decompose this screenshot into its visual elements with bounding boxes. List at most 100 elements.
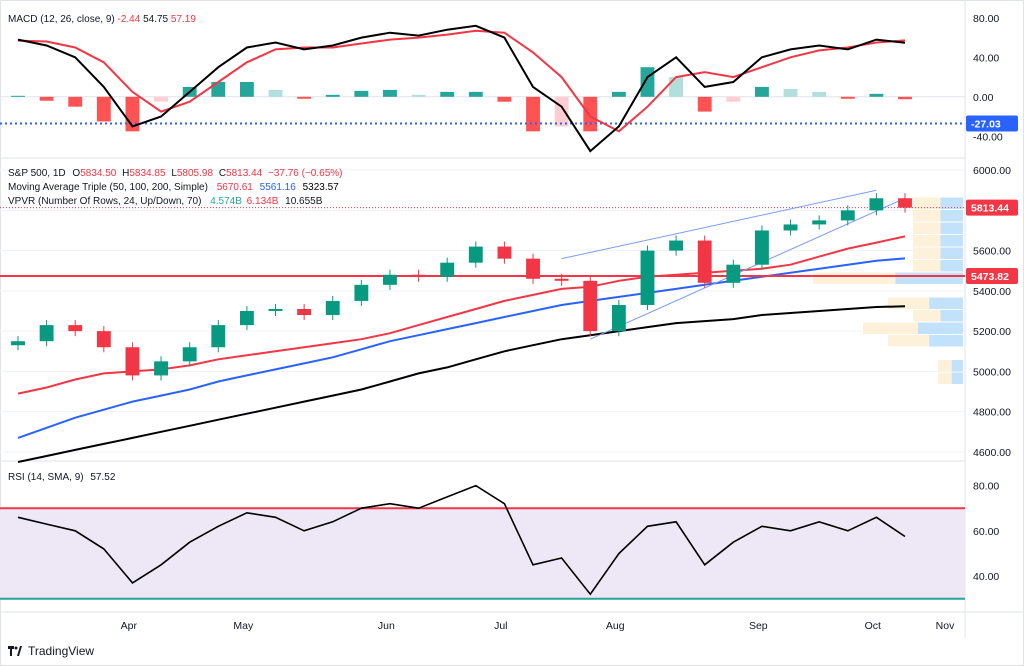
time-axis-label: Jul bbox=[494, 620, 507, 632]
candle-body bbox=[297, 308, 312, 316]
volume-profile-row-up bbox=[940, 210, 963, 222]
candle-body bbox=[125, 347, 140, 376]
price-axes: 80.00 40.00 0.00 -40.00 6000.00 5600.00 5400.0… bbox=[966, 13, 1018, 583]
macd-histogram-bar bbox=[68, 96, 83, 107]
vpvr-legend: VPVR (Number Of Rows, 24, Up/Down, 70) 4… bbox=[8, 196, 323, 207]
price-axis-tick: 4800.00 bbox=[973, 407, 1011, 419]
volume-profile-row-down bbox=[913, 210, 941, 222]
candle-body bbox=[611, 304, 626, 332]
macd-histogram-bar bbox=[468, 91, 483, 97]
rsi-panel[interactable] bbox=[0, 484, 965, 600]
macd-histogram-bar bbox=[611, 91, 626, 97]
volume-profile-row-up bbox=[929, 335, 963, 347]
macd-histogram-bar bbox=[583, 96, 598, 132]
volume-profile-row-up bbox=[940, 235, 963, 247]
ma-100-line bbox=[17, 257, 906, 439]
macd-legend: MACD (12, 26, close, 9) -2.44 54.75 57.1… bbox=[8, 14, 196, 25]
time-axis-label: May bbox=[233, 620, 254, 632]
volume-profile-row-down bbox=[913, 247, 941, 259]
candle-body bbox=[583, 280, 598, 332]
macd-line bbox=[17, 24, 906, 153]
macd-histogram-bar bbox=[697, 96, 712, 112]
macd-histogram-bar bbox=[383, 89, 397, 97]
volume-profile-row-up bbox=[940, 310, 963, 322]
macd-histogram-bar bbox=[783, 88, 798, 97]
macd-histogram-bar bbox=[325, 94, 340, 97]
rsi-axis-tick: 80.00 bbox=[973, 481, 999, 493]
candle-body bbox=[182, 347, 197, 362]
volume-profile-row-down bbox=[938, 372, 952, 384]
candle-body bbox=[669, 240, 684, 251]
price-axis-tick: 6000.00 bbox=[973, 165, 1011, 177]
rsi-axis-tick: 60.00 bbox=[973, 526, 999, 538]
volume-profile-row-down bbox=[913, 260, 941, 272]
volume-profile-row-down bbox=[913, 222, 941, 234]
macd-histogram-bar bbox=[840, 96, 855, 99]
rsi-band bbox=[0, 508, 965, 599]
macd-histogram-bar bbox=[755, 86, 769, 97]
volume-profile-row-down bbox=[888, 297, 930, 309]
volume-profile-row-up bbox=[940, 260, 963, 272]
price-axis-tick: 5600.00 bbox=[973, 246, 1011, 258]
price-axis-tick: 5400.00 bbox=[973, 286, 1011, 298]
price-panel[interactable] bbox=[0, 169, 965, 463]
volume-profile-row-up bbox=[940, 197, 963, 209]
volume-profile-row-down bbox=[813, 272, 896, 284]
time-axis-label: Aug bbox=[606, 620, 625, 632]
price-axis-tick: 5000.00 bbox=[973, 366, 1011, 378]
macd-histogram-bar bbox=[869, 93, 884, 97]
time-axis-label: Nov bbox=[936, 620, 955, 632]
rsi-legend: RSI (14, SMA, 9) 57.52 bbox=[8, 472, 116, 483]
candle-body bbox=[411, 274, 426, 277]
macd-panel[interactable] bbox=[0, 24, 965, 153]
candle-body bbox=[354, 284, 369, 301]
macd-histogram-bar bbox=[297, 96, 312, 99]
macd-histogram-bar bbox=[11, 95, 25, 97]
macd-level-tag-bg bbox=[966, 115, 1018, 132]
macd-histogram-bar bbox=[669, 77, 684, 97]
support-price-tag-bg bbox=[966, 268, 1018, 285]
volume-profile-row-down bbox=[888, 335, 930, 347]
last-price-tag: 5813.44 bbox=[971, 203, 1009, 215]
macd-axis-tick: 80.00 bbox=[973, 13, 999, 25]
time-axis-label: Apr bbox=[121, 620, 138, 632]
last-price-tag-bg bbox=[966, 199, 1018, 216]
candle-body bbox=[640, 250, 655, 305]
macd-histogram-bar bbox=[640, 67, 655, 97]
macd-histogram-bar bbox=[239, 82, 254, 97]
candle-body bbox=[11, 341, 25, 346]
macd-histogram-bar bbox=[39, 96, 54, 101]
volume-profile-row-up bbox=[929, 297, 963, 309]
volume-profile-row-down bbox=[863, 322, 918, 334]
volume-profile-row-up bbox=[895, 272, 963, 284]
candle-body bbox=[239, 311, 254, 326]
macd-histogram-bar bbox=[898, 96, 912, 100]
macd-axis-tick: 0.00 bbox=[973, 92, 994, 104]
trend-channel-lower bbox=[590, 197, 906, 340]
trend-channel-upper bbox=[561, 189, 877, 260]
volume-profile-row-up bbox=[951, 372, 963, 384]
candle-body bbox=[554, 278, 569, 281]
macd-histogram-bar bbox=[154, 96, 168, 102]
price-legend-title: S&P 500, 1D O5834.50 H5834.85 L5805.98 C… bbox=[8, 168, 342, 179]
candle-body bbox=[96, 331, 111, 348]
macd-histogram-bar bbox=[554, 96, 569, 127]
macd-histogram-bar bbox=[440, 91, 455, 97]
candle-body bbox=[697, 240, 712, 283]
macd-level-tag: -27.03 bbox=[971, 118, 1001, 130]
candle-body bbox=[154, 361, 168, 376]
branding[interactable]: TradingView bbox=[8, 644, 94, 658]
macd-histogram-bar bbox=[526, 96, 540, 132]
candle-body bbox=[812, 220, 827, 225]
candle-body bbox=[468, 246, 483, 263]
macd-axis-tick: 40.00 bbox=[973, 52, 999, 64]
macd-histogram-bar bbox=[411, 94, 426, 97]
volume-profile-row-down bbox=[938, 360, 952, 372]
candle-body bbox=[211, 325, 226, 348]
ma-200-line bbox=[17, 305, 906, 463]
time-axis-label: Jun bbox=[378, 620, 395, 632]
rsi-line bbox=[17, 484, 906, 596]
time-axis-label: Oct bbox=[865, 620, 881, 632]
tradingview-logo-icon bbox=[8, 646, 22, 656]
